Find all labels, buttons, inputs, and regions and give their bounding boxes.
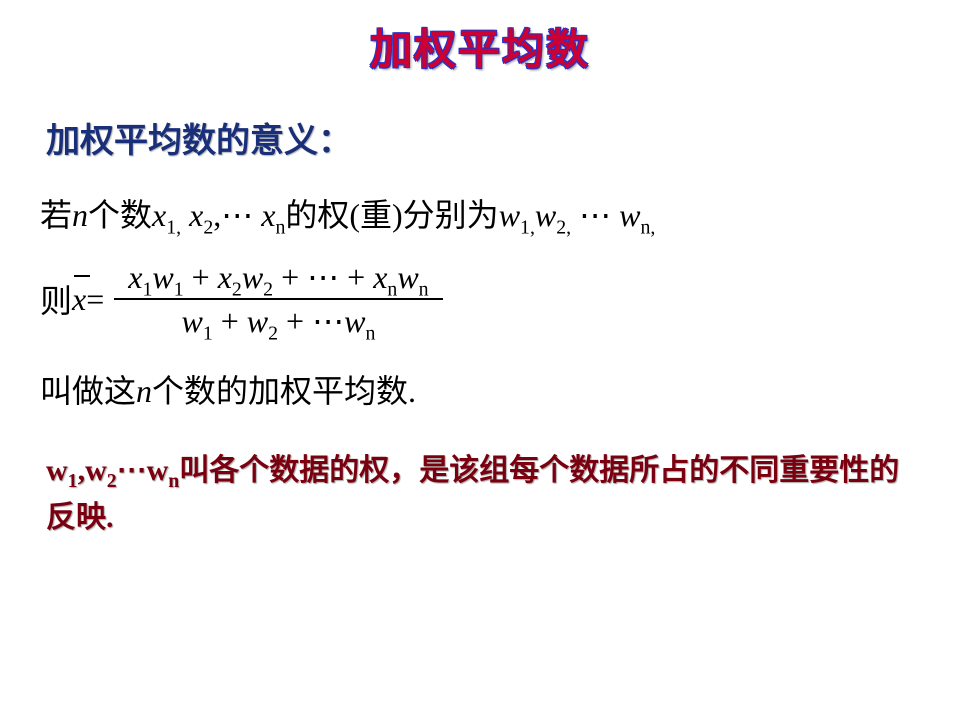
formula: 则 x = x1w1 + x2w2 + ⋯ + xnwn w1 + w2 + ⋯… xyxy=(40,256,920,342)
var-x1: x1, xyxy=(152,197,181,233)
text: 的权(重)分别为 xyxy=(285,197,498,233)
text: 个数的加权平均数. xyxy=(152,373,416,409)
text: 叫做这 xyxy=(40,373,136,409)
numerator: x1w1 + x2w2 + ⋯ + xnwn xyxy=(114,256,442,298)
footer-note: w1,w2⋯wn叫各个数据的权，是该组每个数据所占的不同重要性的反映. xyxy=(46,448,920,541)
var-xn: xn xyxy=(261,197,285,233)
formula-prefix: 则 xyxy=(40,276,72,322)
var-x2: x2 xyxy=(189,197,213,233)
text: 个数 xyxy=(88,197,152,233)
var-n: n xyxy=(136,373,152,409)
dots: ⋯ xyxy=(579,197,611,233)
var-w2: w2, xyxy=(535,197,571,233)
equals: = xyxy=(86,281,104,318)
var-wn: wn, xyxy=(619,197,655,233)
dots: ⋯ xyxy=(221,197,253,233)
premise-line: 若n个数x1, x2,⋯ xn的权(重)分别为w1,w2, ⋯ wn, xyxy=(40,190,920,236)
subtitle: 加权平均数的意义： xyxy=(46,113,920,162)
var-w1: w1, xyxy=(499,197,535,233)
denominator: w1 + w2 + ⋯wn xyxy=(167,300,389,342)
var-wn: wn xyxy=(147,454,180,487)
var-n: n xyxy=(72,197,88,233)
x-bar: x xyxy=(72,281,86,318)
text: 若 xyxy=(40,197,72,233)
var-w2: w2 xyxy=(85,454,117,487)
conclusion: 叫做这n个数的加权平均数. xyxy=(40,366,920,412)
var-w1: w1 xyxy=(46,454,78,487)
fraction: x1w1 + x2w2 + ⋯ + xnwn w1 + w2 + ⋯wn xyxy=(114,256,442,342)
slide-title: 加权平均数 xyxy=(40,16,920,77)
title-text: 加权平均数 xyxy=(370,28,590,74)
overline xyxy=(74,275,90,277)
